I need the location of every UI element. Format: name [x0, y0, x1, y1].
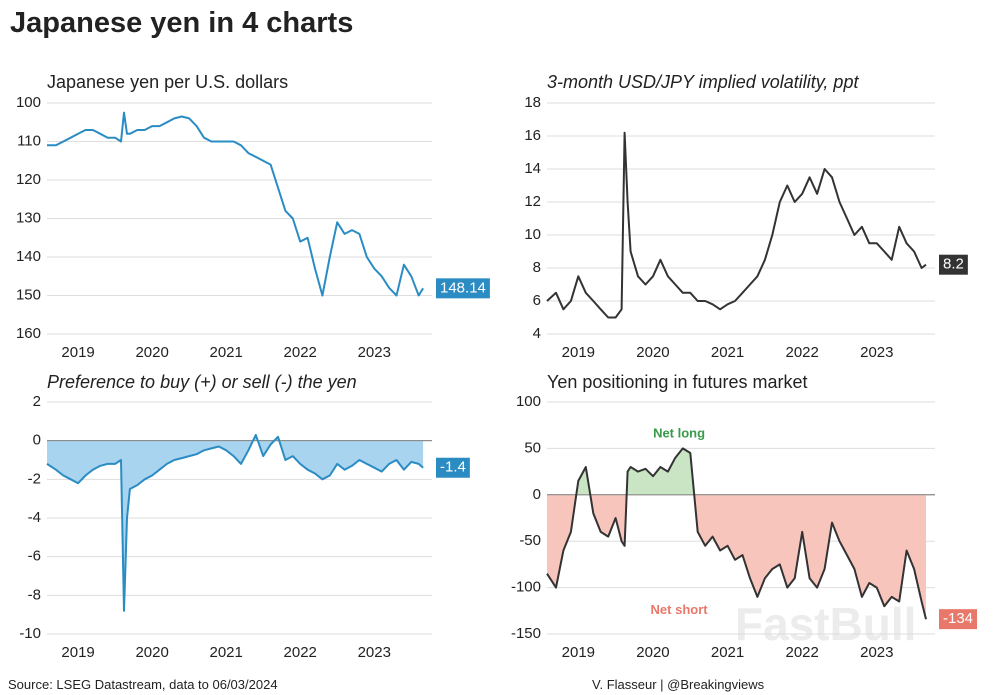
y-tick-label: 10: [524, 226, 541, 243]
y-tick-label: -2: [28, 470, 41, 487]
y-tick-label: 160: [16, 325, 41, 342]
x-tick-label: 2019: [562, 644, 595, 661]
x-tick-label: 2020: [636, 344, 669, 361]
y-tick-label: -100: [511, 579, 541, 596]
end-value-label: 148.14: [440, 279, 486, 296]
x-tick-label: 2019: [61, 644, 94, 661]
y-tick-label: 12: [524, 193, 541, 210]
credit: V. Flasseur | @Breakingviews: [592, 677, 765, 692]
y-tick-label: 14: [524, 160, 541, 177]
y-tick-label: 110: [17, 132, 41, 149]
y-tick-label: -4: [28, 509, 41, 526]
end-label: -134: [939, 609, 978, 630]
watermark: FastBull: [735, 598, 916, 650]
x-tick-label: 2022: [284, 344, 317, 361]
line: [546, 131, 927, 319]
x-tick-label: 2023: [358, 344, 391, 361]
panel-title: Japanese yen per U.S. dollars: [47, 72, 288, 92]
y-tick-label: 16: [524, 127, 541, 144]
line: [47, 111, 424, 297]
panel-title: Preference to buy (+) or sell (-) the ye…: [47, 372, 357, 392]
y-tick-label: 18: [524, 94, 541, 111]
end-label: 148.14: [436, 278, 490, 299]
area-fill: [47, 434, 424, 611]
y-tick-label: 8: [533, 259, 541, 276]
y-tick-label: 150: [16, 286, 41, 303]
end-label: -1.4: [436, 457, 470, 478]
y-tick-label: -8: [28, 586, 41, 603]
end-value-label: -1.4: [440, 459, 466, 476]
y-tick-label: 0: [33, 432, 41, 449]
y-tick-label: -10: [19, 625, 41, 642]
line: [546, 447, 927, 620]
panel-title: 3-month USD/JPY implied volatility, ppt: [547, 72, 859, 92]
x-tick-label: 2021: [209, 644, 242, 661]
x-tick-label: 2021: [711, 644, 744, 661]
x-tick-label: 2022: [284, 644, 317, 661]
y-tick-label: -150: [511, 625, 541, 642]
x-tick-label: 2019: [61, 344, 94, 361]
annotation: Net long: [653, 425, 705, 440]
y-tick-label: 50: [524, 439, 541, 456]
y-tick-label: 100: [16, 94, 41, 111]
x-tick-label: 2020: [135, 344, 168, 361]
x-tick-label: 2021: [209, 344, 242, 361]
x-tick-label: 2020: [135, 644, 168, 661]
y-tick-label: -6: [28, 548, 41, 565]
end-label: 8.2: [939, 254, 968, 275]
panel-title: Yen positioning in futures market: [547, 372, 808, 392]
x-tick-label: 2019: [562, 344, 595, 361]
y-tick-label: 130: [16, 209, 41, 226]
y-tick-label: 2: [33, 393, 41, 410]
end-value-label: 8.2: [943, 256, 964, 273]
page-title: Japanese yen in 4 charts: [10, 7, 353, 39]
x-tick-label: 2021: [711, 344, 744, 361]
x-tick-label: 2023: [860, 644, 893, 661]
source: Source: LSEG Datastream, data to 06/03/2…: [8, 677, 278, 692]
annotation: Net short: [651, 602, 709, 617]
y-tick-label: 120: [16, 171, 41, 188]
end-label-box: [939, 254, 968, 275]
x-tick-label: 2020: [636, 644, 669, 661]
y-tick-label: 0: [533, 486, 541, 503]
end-label-box: [436, 278, 490, 299]
x-tick-label: 2023: [860, 344, 893, 361]
end-label-box: [939, 609, 978, 630]
y-tick-label: 4: [533, 325, 541, 342]
end-label-box: [436, 457, 470, 478]
line: [46, 433, 424, 612]
x-tick-label: 2022: [785, 644, 818, 661]
x-tick-label: 2023: [358, 644, 391, 661]
y-tick-label: -50: [519, 532, 541, 549]
y-tick-label: 6: [533, 292, 541, 309]
area-fill-positive: [547, 448, 926, 495]
end-value-label: -134: [943, 610, 973, 627]
y-tick-label: 100: [516, 393, 541, 410]
y-tick-label: 140: [16, 248, 41, 265]
x-tick-label: 2022: [785, 344, 818, 361]
